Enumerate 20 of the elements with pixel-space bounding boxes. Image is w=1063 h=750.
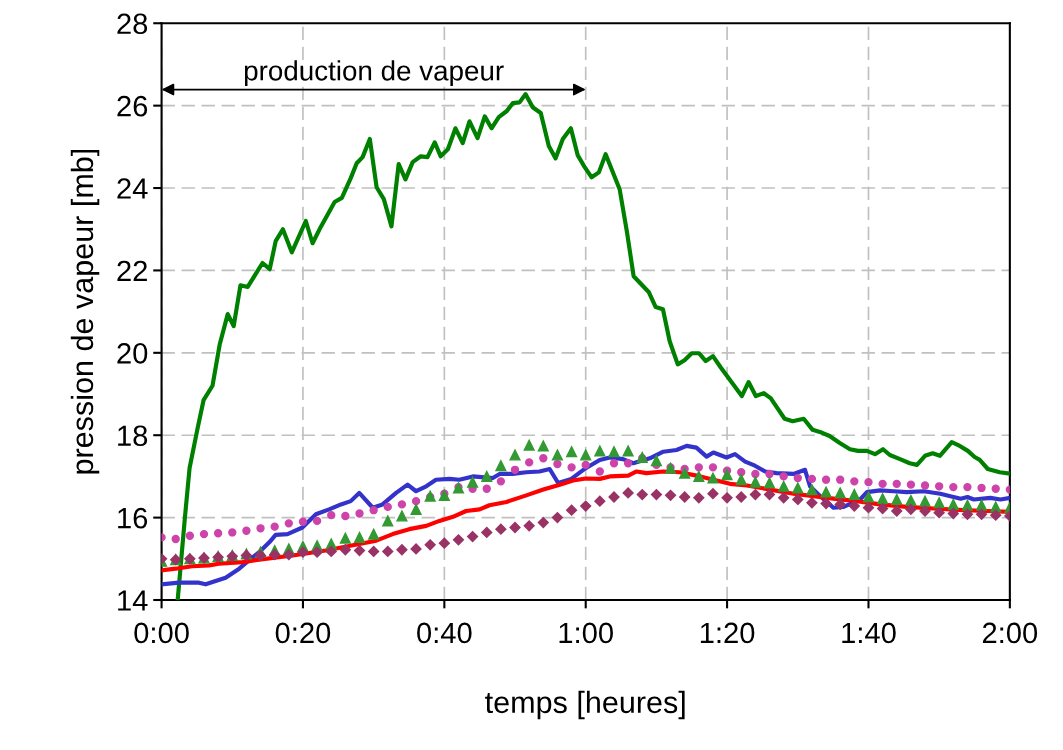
annotation: production de vapeur: [244, 60, 504, 87]
y-tick-label: 26: [117, 95, 148, 117]
y-tick-label: 22: [117, 260, 147, 281]
y-tick-label: 24: [117, 178, 148, 199]
x-tick-label: 0:20: [275, 622, 331, 644]
x-tick-label: 1:40: [842, 622, 896, 644]
line-series: [161, 443, 1010, 587]
y-axis-title: pression de vapeur [mb]: [70, 149, 100, 474]
line-series: [175, 92, 1010, 600]
y-tick-label: 20: [117, 343, 148, 364]
x-tick-label: 0:00: [134, 622, 189, 644]
y-tick-label: 28: [117, 13, 148, 35]
x-axis-title: temps [heures]: [485, 690, 685, 720]
x-tick-label: 1:00: [559, 622, 613, 644]
x-tick-label: 1:20: [700, 622, 755, 644]
y-tick-label: 18: [118, 425, 148, 447]
x-tick-label: 2:00: [982, 622, 1038, 644]
x-tick-label: 0:40: [417, 622, 472, 644]
y-tick-label: 16: [118, 507, 148, 529]
y-tick-label: 14: [118, 590, 148, 611]
